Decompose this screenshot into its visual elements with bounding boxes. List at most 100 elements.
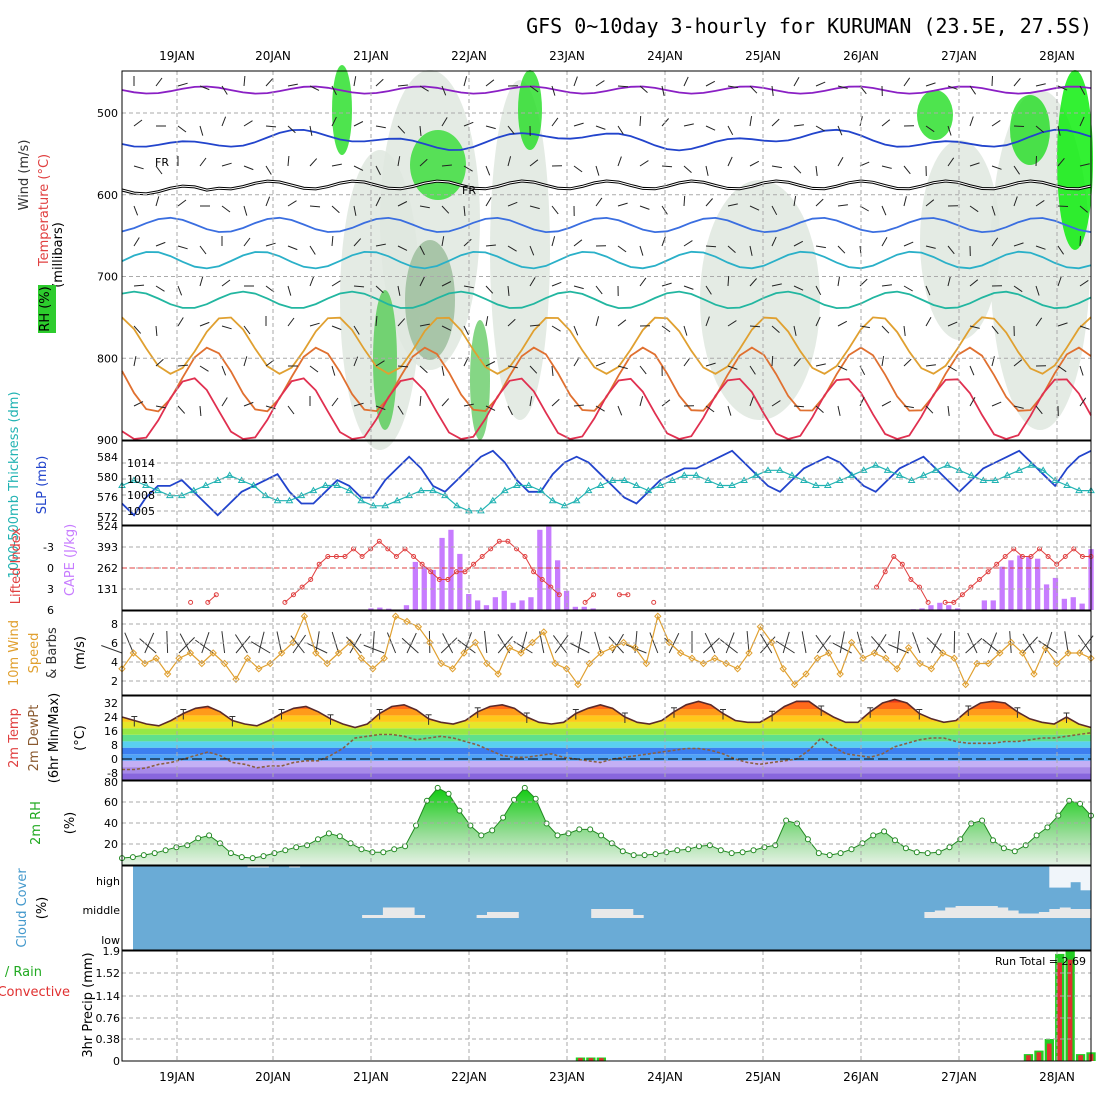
wind-barb bbox=[199, 405, 202, 417]
wind-barb bbox=[309, 245, 316, 255]
wind-barb bbox=[551, 398, 560, 407]
temp-axis-label: 2m Temp bbox=[7, 708, 22, 768]
wind-barb bbox=[1079, 205, 1089, 213]
wind-barb bbox=[397, 245, 408, 251]
cape-bar bbox=[439, 537, 445, 610]
lifted-index-point bbox=[591, 592, 597, 598]
rh-point bbox=[685, 846, 692, 853]
wind-speed-point bbox=[277, 649, 286, 657]
rh-point bbox=[423, 797, 430, 804]
cape-bar bbox=[412, 561, 418, 610]
wind-barb bbox=[133, 284, 145, 287]
wind-speed-point bbox=[209, 649, 217, 657]
wind-barb bbox=[309, 322, 320, 327]
wind-barb bbox=[287, 83, 298, 87]
wind-barb bbox=[375, 285, 384, 294]
rh-point bbox=[500, 814, 507, 821]
lifted-index-line bbox=[207, 594, 217, 603]
date-label-top: 28JAN bbox=[1039, 49, 1075, 63]
wind-barb bbox=[265, 196, 271, 207]
lifted-index-point bbox=[531, 569, 537, 575]
cloud-mid-clear bbox=[632, 915, 644, 918]
precip-tick-label: 0.76 bbox=[96, 1012, 121, 1025]
wind-speed-point bbox=[494, 670, 502, 678]
rh-tick-label: 80 bbox=[104, 776, 118, 789]
thickness-point bbox=[225, 471, 234, 478]
wind-barb bbox=[859, 325, 870, 329]
wind-barb bbox=[133, 356, 137, 367]
rh-point bbox=[336, 833, 343, 840]
wind-barb-10m bbox=[896, 631, 900, 654]
wind-barb bbox=[837, 405, 841, 416]
wind-barb bbox=[815, 81, 826, 87]
wind-barb bbox=[485, 125, 496, 130]
temp-tick-label: -8 bbox=[107, 767, 118, 780]
rh-point bbox=[913, 849, 920, 856]
wind-barb bbox=[793, 240, 804, 247]
wind-barb bbox=[485, 197, 492, 207]
cloud-mid-clear bbox=[362, 915, 373, 918]
cape-bar bbox=[1079, 603, 1085, 610]
wind-barb bbox=[507, 201, 518, 207]
cloud-mid-clear bbox=[601, 909, 613, 918]
wind-barb bbox=[683, 325, 688, 336]
temp-band bbox=[122, 754, 1091, 761]
wind-barb bbox=[881, 205, 887, 216]
lifted-index-axis-label: Lifted Index bbox=[9, 527, 24, 604]
wind-barb bbox=[529, 159, 539, 167]
cloud-high-clear bbox=[1070, 866, 1082, 883]
rh-point bbox=[1011, 848, 1018, 855]
wind-barb bbox=[155, 165, 163, 175]
thickness-point bbox=[357, 496, 366, 504]
wind-barb bbox=[903, 165, 911, 175]
cloud-mid-clear bbox=[1049, 909, 1061, 918]
wind-barb bbox=[1057, 205, 1069, 207]
lifted-index-point bbox=[299, 584, 305, 590]
wind-barb bbox=[991, 237, 999, 247]
wind-barb bbox=[903, 285, 913, 292]
rh-point bbox=[979, 817, 986, 824]
wind-barb bbox=[771, 205, 778, 216]
wind-barb bbox=[265, 405, 276, 410]
wind-barb-10m bbox=[608, 636, 624, 654]
wind-barb bbox=[573, 404, 584, 407]
wind-barb bbox=[903, 241, 914, 247]
cape-bar bbox=[483, 605, 490, 610]
wind-barb bbox=[177, 125, 187, 133]
wind-barb bbox=[221, 325, 232, 330]
cloud-high-clear bbox=[1049, 866, 1061, 888]
date-label-bottom: 26JAN bbox=[843, 1070, 879, 1084]
wind-speed-point bbox=[517, 649, 525, 657]
wind-speed-point bbox=[825, 649, 833, 657]
rh-point bbox=[347, 840, 354, 847]
rh-point bbox=[946, 844, 953, 851]
cape-bar bbox=[1043, 584, 1050, 610]
wind-barb bbox=[155, 405, 166, 409]
cape-bar bbox=[990, 600, 996, 610]
wind-barb bbox=[925, 125, 935, 133]
wind-barb-10m bbox=[775, 640, 795, 654]
rh-point bbox=[598, 832, 605, 839]
lifted-index-point bbox=[428, 569, 434, 575]
panel-frame-slp bbox=[121, 440, 1092, 526]
wind-barb bbox=[1057, 157, 1065, 167]
wind-barb bbox=[199, 125, 204, 136]
wind-barb bbox=[177, 245, 188, 250]
wind-barb bbox=[331, 116, 337, 127]
wind-barb bbox=[463, 285, 474, 289]
wind-barb bbox=[507, 365, 518, 369]
panel-frame-upper bbox=[121, 70, 1092, 441]
wind-barb bbox=[199, 85, 210, 91]
wind-barb bbox=[353, 76, 357, 87]
cape-bar bbox=[528, 597, 534, 610]
cloud-mid-clear bbox=[372, 915, 384, 918]
wind-barb bbox=[771, 325, 780, 333]
wind-barb bbox=[551, 365, 554, 376]
wind-barb bbox=[705, 245, 717, 248]
wind-barb bbox=[375, 196, 381, 207]
wind-barb bbox=[595, 361, 606, 367]
wind-barb bbox=[375, 405, 386, 411]
rh-point bbox=[902, 845, 909, 852]
precip-tick-label: 1.52 bbox=[96, 967, 121, 980]
panel-frame-rh bbox=[121, 780, 1092, 866]
